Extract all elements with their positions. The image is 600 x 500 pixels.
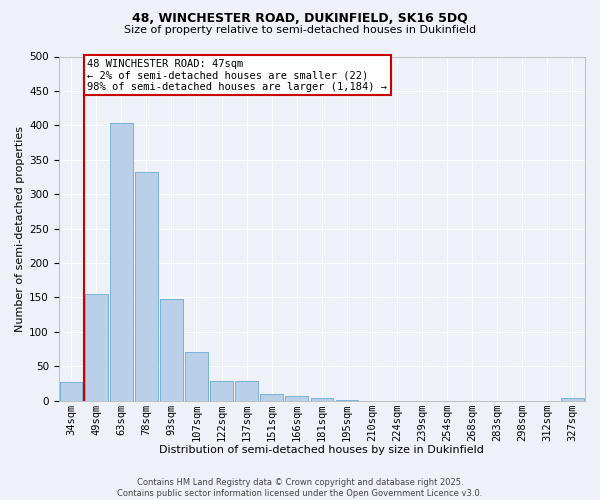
X-axis label: Distribution of semi-detached houses by size in Dukinfield: Distribution of semi-detached houses by … [160, 445, 484, 455]
Bar [60, 382, 82, 400]
Bar [311, 398, 333, 400]
Text: Contains HM Land Registry data © Crown copyright and database right 2025.
Contai: Contains HM Land Registry data © Crown c… [118, 478, 482, 498]
Text: 48 WINCHESTER ROAD: 47sqm
← 2% of semi-detached houses are smaller (22)
98% of s: 48 WINCHESTER ROAD: 47sqm ← 2% of semi-d… [88, 58, 388, 92]
Bar [185, 352, 208, 401]
Bar [286, 396, 308, 400]
Text: Size of property relative to semi-detached houses in Dukinfield: Size of property relative to semi-detach… [124, 25, 476, 35]
Y-axis label: Number of semi-detached properties: Number of semi-detached properties [15, 126, 25, 332]
Bar [235, 382, 258, 400]
Text: 48, WINCHESTER ROAD, DUKINFIELD, SK16 5DQ: 48, WINCHESTER ROAD, DUKINFIELD, SK16 5D… [132, 12, 468, 26]
Bar [110, 122, 133, 400]
Bar [210, 382, 233, 400]
Bar [561, 398, 584, 400]
Bar [160, 298, 183, 400]
Bar [135, 172, 158, 400]
Bar [260, 394, 283, 400]
Bar [85, 294, 107, 401]
